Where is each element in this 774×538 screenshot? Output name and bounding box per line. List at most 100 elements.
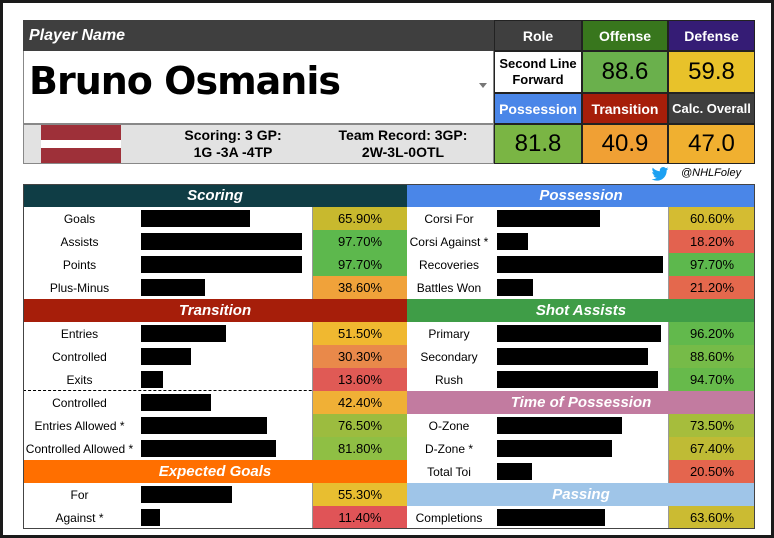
stat-bar bbox=[141, 279, 205, 296]
latvia-flag-icon bbox=[41, 125, 121, 163]
stat-label: Corsi Against * bbox=[409, 234, 489, 249]
stat-row: Corsi Against * 18.20% bbox=[407, 230, 755, 253]
player-name: Bruno Osmanis bbox=[29, 59, 341, 103]
stat-label: D-Zone * bbox=[424, 441, 474, 456]
stat-row: Primary 96.20% bbox=[407, 322, 755, 345]
team-record: Team Record: 3GP: 2W-3L-0OTL bbox=[333, 126, 473, 162]
role-header: Role bbox=[494, 20, 582, 51]
stat-bar bbox=[497, 440, 612, 457]
stat-bar bbox=[141, 210, 250, 227]
offense-value: 88.6 bbox=[582, 51, 668, 93]
stat-bar bbox=[141, 440, 276, 457]
stat-bar bbox=[141, 348, 191, 365]
possession-header: Possession bbox=[494, 93, 582, 124]
possession-value: 81.8 bbox=[494, 124, 582, 164]
stat-percentile: 65.90% bbox=[312, 207, 407, 230]
player-name-label: Player Name bbox=[23, 20, 494, 51]
stat-percentile: 88.60% bbox=[668, 345, 755, 368]
stat-bar bbox=[141, 394, 211, 411]
stat-bar bbox=[141, 325, 226, 342]
section-header-shot-assists: Shot Assists bbox=[407, 299, 755, 322]
stat-percentile: 30.30% bbox=[312, 345, 407, 368]
chevron-down-icon[interactable] bbox=[479, 83, 487, 88]
stat-bar bbox=[497, 233, 528, 250]
stat-label: Plus-Minus bbox=[49, 280, 110, 295]
defense-header: Defense bbox=[668, 20, 755, 51]
stat-label: Controlled bbox=[52, 395, 107, 410]
stat-label: Entries bbox=[60, 326, 99, 341]
stat-bar bbox=[497, 371, 658, 388]
stat-bar bbox=[141, 486, 232, 503]
stat-row: Plus-Minus 38.60% bbox=[23, 276, 407, 299]
transition-header: Transition bbox=[582, 93, 668, 124]
stat-row: Completions 63.60% bbox=[407, 506, 755, 529]
stat-percentile: 21.20% bbox=[668, 276, 755, 299]
stat-label: Against * bbox=[55, 510, 104, 525]
stat-bar bbox=[497, 210, 600, 227]
stat-row: Points 97.70% bbox=[23, 253, 407, 276]
stat-label: Controlled bbox=[52, 349, 107, 364]
stat-label: Completions bbox=[415, 510, 483, 525]
stat-label: Recoveries bbox=[418, 257, 480, 272]
stat-bar bbox=[497, 256, 663, 273]
section-header-transition: Transition bbox=[23, 299, 407, 322]
role-value: Second Line Forward bbox=[494, 51, 582, 93]
stat-row: Corsi For 60.60% bbox=[407, 207, 755, 230]
stat-row: Assists 97.70% bbox=[23, 230, 407, 253]
stat-label: For bbox=[70, 487, 89, 502]
player-select-box[interactable] bbox=[23, 51, 494, 124]
stat-bar bbox=[141, 233, 302, 250]
stat-percentile: 81.80% bbox=[312, 437, 407, 460]
section-header-passing: Passing bbox=[407, 483, 755, 506]
section-header-time-of-possession: Time of Possession bbox=[407, 391, 755, 414]
stat-percentile: 60.60% bbox=[668, 207, 755, 230]
twitter-icon[interactable] bbox=[651, 167, 669, 181]
stat-percentile: 76.50% bbox=[312, 414, 407, 437]
stat-percentile: 42.40% bbox=[312, 391, 407, 414]
stat-bar bbox=[497, 509, 605, 526]
stat-percentile: 73.50% bbox=[668, 414, 755, 437]
stat-bar bbox=[497, 417, 622, 434]
twitter-handle[interactable]: @NHLFoley bbox=[681, 167, 742, 179]
section-header-expected-goals: Expected Goals bbox=[23, 460, 407, 483]
stat-percentile: 63.60% bbox=[668, 506, 755, 529]
overall-header: Calc. Overall bbox=[668, 93, 755, 124]
scoring-line-1: Scoring: 3 GP: bbox=[184, 127, 282, 143]
stat-bar bbox=[497, 348, 648, 365]
stat-row: Entries 51.50% bbox=[23, 322, 407, 345]
stat-label: Entries Allowed * bbox=[34, 418, 125, 433]
stat-label: Rush bbox=[434, 372, 463, 387]
stat-percentile: 55.30% bbox=[312, 483, 407, 506]
stat-label: Assists bbox=[60, 234, 99, 249]
stat-label: Points bbox=[62, 257, 97, 272]
stat-bar bbox=[497, 279, 533, 296]
stat-label: Total Toi bbox=[427, 464, 471, 479]
stat-percentile: 20.50% bbox=[668, 460, 755, 483]
stat-row: Entries Allowed * 76.50% bbox=[23, 414, 407, 437]
transition-value: 40.9 bbox=[582, 124, 668, 164]
stat-percentile: 96.20% bbox=[668, 322, 755, 345]
stat-label: Goals bbox=[63, 211, 96, 226]
stat-percentile: 13.60% bbox=[312, 368, 407, 391]
stat-row: Controlled 30.30% bbox=[23, 345, 407, 368]
record-line-2: 2W-3L-0OTL bbox=[361, 144, 445, 160]
stat-row: Rush 94.70% bbox=[407, 368, 755, 391]
stat-percentile: 18.20% bbox=[668, 230, 755, 253]
stat-row: Against * 11.40% bbox=[23, 506, 407, 529]
stat-bar bbox=[497, 325, 661, 342]
stat-row: Secondary 88.60% bbox=[407, 345, 755, 368]
stat-bar bbox=[141, 256, 302, 273]
stat-percentile: 51.50% bbox=[312, 322, 407, 345]
stat-row: Controlled 42.40% bbox=[23, 391, 407, 414]
overall-value: 47.0 bbox=[668, 124, 755, 164]
defense-value: 59.8 bbox=[668, 51, 755, 93]
offense-header: Offense bbox=[582, 20, 668, 51]
section-header-possession: Possession bbox=[407, 184, 755, 207]
section-header-scoring: Scoring bbox=[23, 184, 407, 207]
stat-percentile: 97.70% bbox=[668, 253, 755, 276]
stat-bar bbox=[141, 417, 267, 434]
record-line-1: Team Record: 3GP: bbox=[338, 127, 468, 143]
stat-percentile: 11.40% bbox=[312, 506, 407, 529]
stat-percentile: 97.70% bbox=[312, 253, 407, 276]
